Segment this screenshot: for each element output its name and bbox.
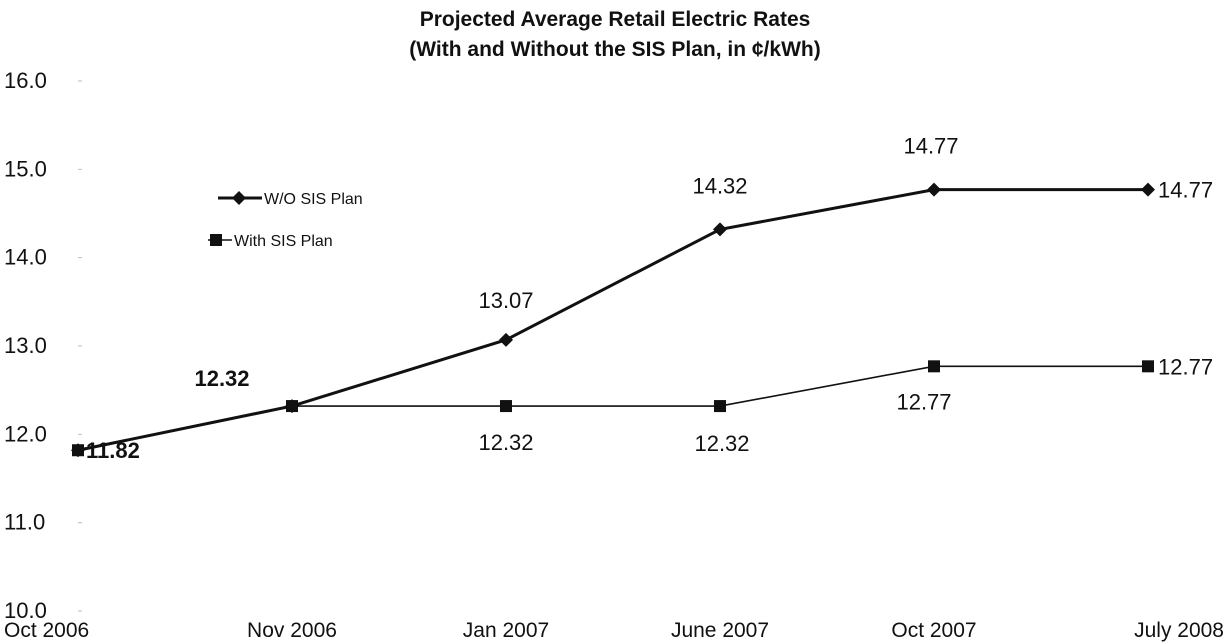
legend: W/O SIS Plan With SIS Plan	[208, 191, 363, 250]
data-label-with-sis: 12.77	[1158, 354, 1213, 379]
data-point-without-sis	[285, 399, 299, 414]
y-tick-label: 12.0	[4, 421, 47, 446]
chart-subtitle: (With and Without the SIS Plan, in ¢/kWh…	[409, 38, 820, 61]
data-point-with-sis	[928, 360, 940, 373]
x-tick-label: July 2008	[1134, 619, 1224, 642]
x-tick-label: June 2007	[671, 619, 769, 642]
data-point-without-sis	[499, 332, 513, 347]
data-point-without-sis	[927, 182, 941, 197]
data-label-without-sis: 14.77	[903, 134, 958, 159]
data-point-without-sis	[71, 443, 85, 458]
y-tick-label: 13.0	[4, 333, 47, 358]
x-tick-label: Oct 2007	[891, 619, 976, 642]
series-line-without-sis	[77, 188, 1148, 452]
series-layer	[71, 182, 1155, 458]
data-label-without-sis: 12.32	[194, 366, 249, 391]
legend-marker-without-sis	[232, 191, 246, 205]
y-tick-label: 10.0	[4, 598, 47, 623]
data-label-without-sis: 11.82	[86, 438, 140, 463]
data-point-with-sis	[1142, 360, 1154, 373]
x-tick-label: Oct 2006	[4, 619, 89, 642]
data-label-with-sis: 12.77	[896, 389, 951, 414]
data-label-without-sis: 13.07	[478, 288, 533, 313]
x-tick-label: Jan 2007	[463, 619, 549, 642]
data-point-with-sis	[500, 400, 512, 413]
y-tick-label: 14.0	[4, 245, 47, 270]
chart-title: Projected Average Retail Electric Rates	[420, 8, 811, 31]
data-label-without-sis: 14.32	[692, 173, 747, 198]
data-labels: 11.82 12.32 13.07 14.32 14.77 14.77 12.32 12.32…	[86, 134, 1213, 464]
data-label-without-sis: 14.77	[1158, 178, 1213, 203]
y-axis: 10.0 11.0 12.0 13.0 14.0 15.0 16.0	[4, 68, 82, 623]
y-tick-label: 16.0	[4, 68, 47, 93]
x-tick-label: Nov 2006	[247, 619, 337, 642]
legend-label-without-sis: W/O SIS Plan	[264, 191, 363, 208]
data-label-with-sis: 12.32	[478, 430, 533, 455]
y-tick-label: 11.0	[4, 510, 45, 535]
data-point-without-sis	[713, 222, 727, 237]
data-label-with-sis: 12.32	[694, 431, 749, 456]
data-point-with-sis	[714, 400, 726, 413]
legend-marker-with-sis	[210, 234, 222, 246]
y-tick-label: 15.0	[4, 156, 47, 181]
legend-label-with-sis: With SIS Plan	[234, 233, 333, 250]
x-axis: Oct 2006 Nov 2006 Jan 2007 June 2007 Oct 200…	[4, 619, 1224, 642]
data-point-without-sis	[1141, 182, 1155, 197]
